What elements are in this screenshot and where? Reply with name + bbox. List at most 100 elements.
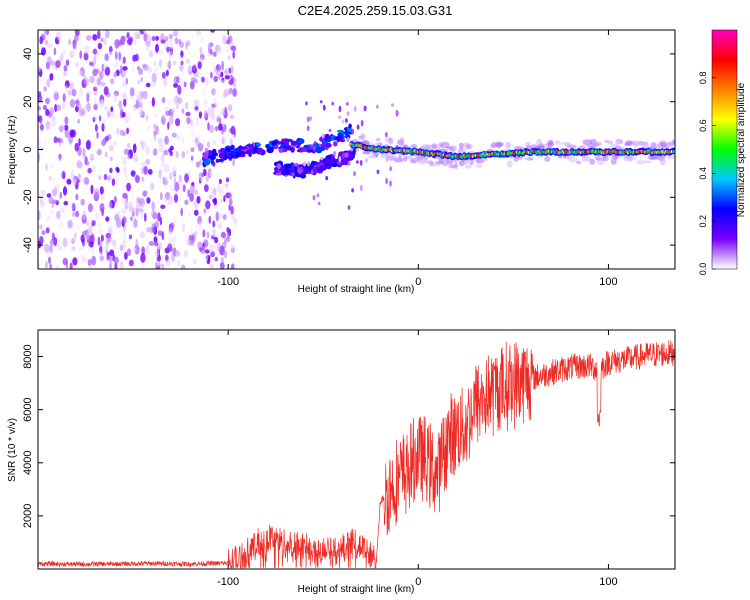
heatmap-cell (209, 244, 213, 253)
heatmap-cell (204, 109, 208, 119)
heatmap-cell (163, 149, 169, 156)
heatmap-cell (298, 164, 303, 168)
heatmap-cell (99, 255, 105, 262)
heatmap-cell (169, 151, 173, 157)
heatmap-cell (604, 139, 609, 143)
heatmap-cell (168, 171, 173, 180)
heatmap-cell (79, 246, 84, 252)
heatmap-cell (220, 198, 223, 203)
heatmap-cell (181, 151, 186, 159)
heatmap-cell (142, 30, 149, 33)
heatmap-cell (353, 171, 356, 177)
heatmap-cell (595, 157, 606, 161)
heatmap-cell (376, 169, 380, 174)
heatmap-cell (303, 144, 310, 149)
heatmap-cell (363, 105, 367, 111)
heatmap-cell (345, 102, 349, 106)
heatmap-cell (199, 46, 203, 55)
heatmap-cell (99, 94, 105, 105)
heatmap-cell (135, 174, 140, 184)
heatmap-cell (267, 147, 271, 151)
heatmap-cell (38, 66, 42, 73)
heatmap-cell (83, 52, 89, 61)
heatmap-cell (44, 243, 49, 249)
heatmap-cell (384, 132, 388, 138)
heatmap-cell (38, 110, 41, 117)
heatmap-cell (38, 261, 41, 268)
heatmap-cell (132, 54, 137, 62)
heatmap-cell (40, 189, 46, 196)
heatmap-cell (69, 129, 75, 138)
heatmap-cell (226, 226, 230, 233)
heatmap-cell (175, 250, 181, 257)
heatmap-cell (199, 247, 203, 253)
heatmap-cell (89, 61, 94, 66)
heatmap-cell (424, 160, 429, 164)
heatmap-cell (348, 123, 352, 129)
heatmap-cell (255, 142, 261, 147)
heatmap-cell (121, 80, 127, 88)
heatmap-cell (153, 212, 158, 220)
heatmap-cell (94, 68, 100, 74)
heatmap-cell (79, 50, 82, 60)
heatmap-cell (317, 201, 321, 205)
heatmap-cell (458, 147, 464, 153)
heatmap-cell (227, 55, 231, 61)
heatmap-cell (157, 172, 163, 181)
heatmap-cell (103, 37, 107, 46)
heatmap-cell (122, 216, 127, 224)
heatmap-cell (177, 84, 182, 95)
colorbar: 0.0 0.2 0.4 0.6 0.8 Normalized spectral ampl… (698, 29, 747, 275)
heatmap-cell (391, 103, 394, 107)
heatmap-cell (97, 228, 104, 235)
heatmap-cell (197, 215, 202, 225)
heatmap-cell (150, 182, 155, 191)
heatmap-cell (49, 107, 54, 116)
heatmap-cell (109, 262, 112, 269)
heatmap-cell (209, 263, 215, 269)
heatmap-cell (69, 50, 75, 59)
heatmap-cell (74, 30, 80, 37)
heatmap-cell (142, 92, 147, 99)
heatmap-cell (81, 254, 85, 264)
heatmap-cell (85, 140, 91, 150)
heatmap-cell (104, 135, 109, 142)
heatmap-cell (131, 66, 135, 73)
heatmap-cell (91, 255, 97, 266)
heatmap-cell (210, 186, 213, 197)
heatmap-cell (132, 152, 136, 162)
heatmap-cell (96, 149, 102, 156)
heatmap-cell (143, 64, 149, 71)
heatmap-cell (376, 104, 379, 109)
heatmap-cell (130, 189, 134, 200)
heatmap-cell (356, 124, 360, 130)
heatmap-cell (173, 76, 178, 85)
heatmap-cell (480, 157, 488, 162)
colorbar-tick-label: 0.6 (698, 119, 708, 132)
heatmap-cell (129, 87, 135, 97)
heatmap-cell (49, 239, 55, 246)
heatmap-cell (217, 158, 224, 163)
heatmap-cell (100, 37, 104, 43)
heatmap-cell (232, 50, 236, 60)
heatmap-cell (72, 178, 77, 186)
heatmap-cell (100, 99, 105, 108)
heatmap-cell (128, 112, 131, 122)
heatmap-cell (214, 236, 219, 244)
heatmap-cell (86, 35, 92, 41)
heatmap-cell (136, 61, 142, 68)
heatmap-cell (222, 35, 227, 45)
heatmap-cell (152, 165, 156, 173)
heatmap-cell (153, 236, 158, 243)
heatmap-cell (83, 257, 88, 263)
heatmap-cell (62, 237, 68, 248)
heatmap-cell (187, 65, 193, 75)
heatmap-cell (111, 178, 116, 186)
heatmap-cell (168, 33, 173, 40)
heatmap-cell (93, 55, 97, 66)
heatmap-cell (39, 36, 43, 45)
heatmap-cell (157, 230, 163, 237)
heatmap-cell (163, 77, 168, 88)
heatmap-cell (218, 213, 223, 219)
heatmap-cell (39, 224, 43, 230)
